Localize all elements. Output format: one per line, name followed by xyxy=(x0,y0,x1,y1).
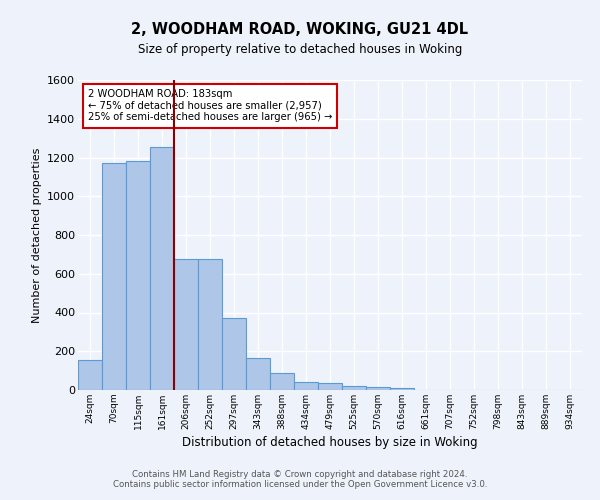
Text: 2, WOODHAM ROAD, WOKING, GU21 4DL: 2, WOODHAM ROAD, WOKING, GU21 4DL xyxy=(131,22,469,38)
Bar xyxy=(78,360,102,390)
Bar xyxy=(126,162,150,390)
Bar xyxy=(294,382,318,390)
Text: Size of property relative to detached houses in Woking: Size of property relative to detached ho… xyxy=(138,42,462,56)
Bar xyxy=(342,386,366,390)
Bar xyxy=(366,387,390,390)
Y-axis label: Number of detached properties: Number of detached properties xyxy=(32,148,41,322)
X-axis label: Distribution of detached houses by size in Woking: Distribution of detached houses by size … xyxy=(182,436,478,449)
Bar xyxy=(198,259,222,390)
Bar xyxy=(102,164,126,390)
Bar xyxy=(270,372,294,390)
Bar xyxy=(222,318,246,390)
Bar xyxy=(174,259,198,390)
Bar xyxy=(246,358,270,390)
Bar xyxy=(150,147,174,390)
Bar xyxy=(390,388,414,390)
Bar xyxy=(318,383,342,390)
Text: 2 WOODHAM ROAD: 183sqm
← 75% of detached houses are smaller (2,957)
25% of semi-: 2 WOODHAM ROAD: 183sqm ← 75% of detached… xyxy=(88,90,332,122)
Text: Contains HM Land Registry data © Crown copyright and database right 2024.
Contai: Contains HM Land Registry data © Crown c… xyxy=(113,470,487,489)
